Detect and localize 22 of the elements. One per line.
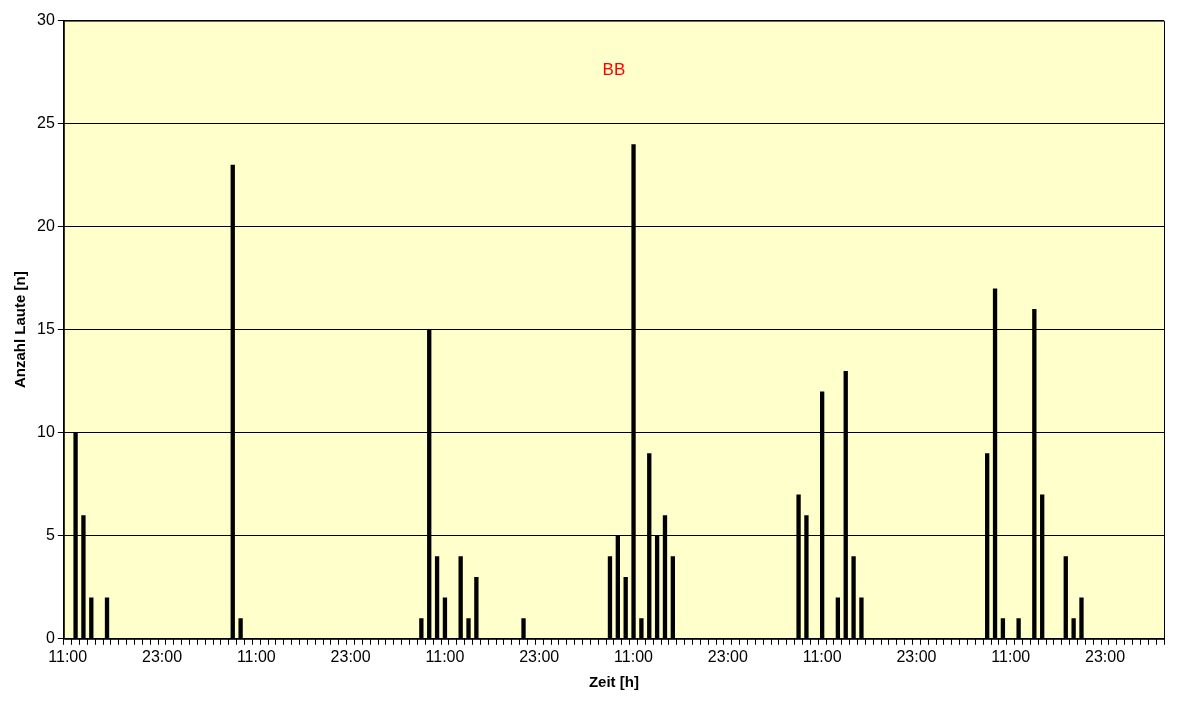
y-tick-label: 10 — [37, 423, 55, 441]
x-tick-label: 11:00 — [991, 647, 1031, 665]
y-tick-label: 30 — [37, 11, 55, 29]
x-tick-label: 11:00 — [802, 647, 842, 665]
x-axis-title: Zeit [h] — [588, 673, 639, 691]
y-tick-label: 20 — [37, 217, 55, 235]
x-tick-label: 23:00 — [707, 647, 748, 665]
x-tick-label: 23:00 — [142, 647, 183, 665]
x-tick-label: 23:00 — [896, 647, 937, 665]
y-tick-label: 15 — [37, 320, 55, 338]
x-tick-label: 11:00 — [614, 647, 654, 665]
y-axis-title: Anzahl Laute [n] — [11, 271, 29, 389]
y-tick-label: 0 — [45, 629, 55, 647]
x-tick-label: 23:00 — [519, 647, 560, 665]
y-tick-label: 5 — [45, 526, 55, 544]
x-tick-label: 23:00 — [1085, 647, 1126, 665]
x-tick-label: 11:00 — [48, 647, 88, 665]
y-tick-label: 25 — [37, 114, 55, 132]
x-tick-label: 11:00 — [236, 647, 276, 665]
x-tick-label: 23:00 — [330, 647, 371, 665]
x-tick-label: 11:00 — [425, 647, 465, 665]
text: BB — [602, 60, 626, 80]
